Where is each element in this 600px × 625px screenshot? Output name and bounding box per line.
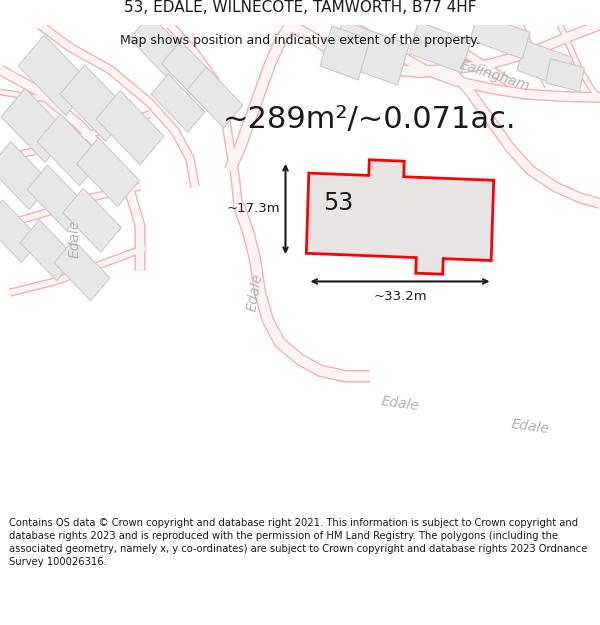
Polygon shape — [54, 240, 110, 301]
Polygon shape — [77, 138, 139, 206]
Polygon shape — [545, 59, 584, 91]
Polygon shape — [470, 13, 530, 59]
Polygon shape — [0, 142, 51, 209]
Text: Edale: Edale — [380, 394, 420, 414]
Text: ~33.2m: ~33.2m — [373, 291, 427, 303]
Polygon shape — [27, 165, 87, 231]
Polygon shape — [151, 74, 205, 132]
Text: Map shows position and indicative extent of the property.: Map shows position and indicative extent… — [120, 34, 480, 47]
Polygon shape — [1, 88, 69, 162]
Polygon shape — [96, 91, 164, 164]
Text: Edale: Edale — [245, 272, 265, 312]
Polygon shape — [161, 41, 218, 103]
Polygon shape — [60, 65, 130, 141]
Polygon shape — [37, 114, 103, 186]
Polygon shape — [130, 14, 190, 81]
Polygon shape — [18, 35, 92, 116]
Polygon shape — [0, 200, 41, 262]
Polygon shape — [306, 160, 494, 274]
Text: Ealingham: Ealingham — [458, 58, 532, 93]
Polygon shape — [320, 26, 370, 80]
Polygon shape — [63, 188, 121, 252]
Polygon shape — [20, 220, 76, 281]
Text: ~289m²/~0.071ac.: ~289m²/~0.071ac. — [223, 105, 517, 134]
Polygon shape — [517, 41, 573, 88]
Text: ~17.3m: ~17.3m — [227, 202, 281, 216]
Text: 53, EDALE, WILNECOTE, TAMWORTH, B77 4HF: 53, EDALE, WILNECOTE, TAMWORTH, B77 4HF — [124, 1, 476, 16]
Text: 53: 53 — [323, 191, 353, 216]
Text: Edale: Edale — [510, 417, 550, 436]
Polygon shape — [409, 22, 471, 72]
Polygon shape — [331, 21, 409, 85]
Text: Contains OS data © Crown copyright and database right 2021. This information is : Contains OS data © Crown copyright and d… — [9, 518, 587, 568]
Polygon shape — [187, 67, 243, 128]
Text: Edale: Edale — [68, 220, 82, 258]
